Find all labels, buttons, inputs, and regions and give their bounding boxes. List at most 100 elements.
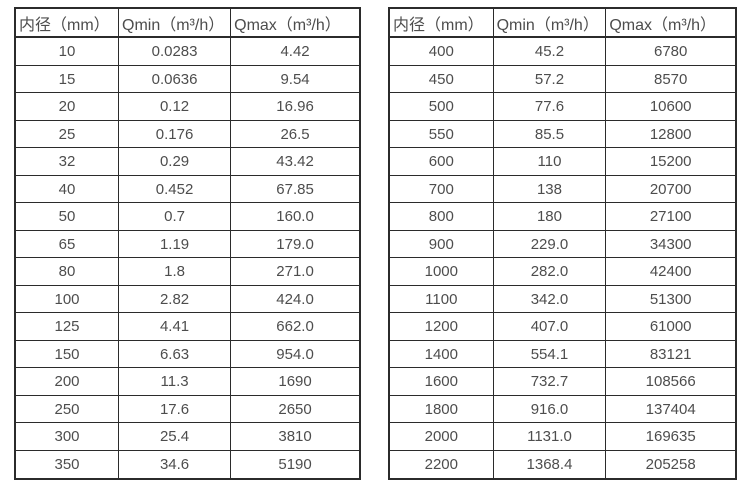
- table-cell: 67.85: [230, 174, 361, 204]
- column-header-qmin: Qmin（m³/h）: [492, 7, 607, 38]
- table-cell: 43.42: [230, 147, 361, 176]
- table-row: 800 180 27100: [388, 202, 737, 231]
- column-header-qmax: Qmax（m³/h）: [605, 7, 737, 38]
- table-cell: 61000: [605, 312, 737, 341]
- table-cell: 1200: [388, 312, 494, 341]
- table-cell: 85.5: [492, 119, 607, 149]
- table-cell: 10600: [605, 92, 737, 121]
- table-row: 200 11.3 1690: [14, 367, 361, 396]
- table-row: 25 0.176 26.5: [14, 119, 361, 149]
- table-cell: 400: [388, 36, 494, 66]
- table-cell: 25.4: [117, 422, 232, 451]
- table-body: 400 45.2 6780 450 57.2 8570 500 77.6 10600 550 85.…: [388, 36, 737, 480]
- table-row: 2200 1368.4 205258: [388, 450, 737, 480]
- column-header-qmin: Qmin（m³/h）: [117, 7, 232, 38]
- table-cell: 229.0: [492, 229, 607, 259]
- table-cell: 179.0: [230, 229, 361, 259]
- table-cell: 342.0: [492, 284, 607, 314]
- table-cell: 1600: [388, 367, 494, 396]
- table-cell: 125: [14, 312, 119, 341]
- table-cell: 0.0636: [117, 64, 232, 94]
- table-cell: 6.63: [117, 339, 232, 369]
- table-cell: 4.42: [230, 36, 361, 66]
- table-row: 32 0.29 43.42: [14, 147, 361, 176]
- table-cell: 0.12: [117, 92, 232, 121]
- table-cell: 11.3: [117, 367, 232, 396]
- table-cell: 600: [388, 147, 494, 176]
- table-cell: 271.0: [230, 257, 361, 286]
- table-row: 900 229.0 34300: [388, 229, 737, 259]
- table-row: 1200 407.0 61000: [388, 312, 737, 341]
- table-cell: 108566: [605, 367, 737, 396]
- table-row: 350 34.6 5190: [14, 450, 361, 480]
- table-row: 65 1.19 179.0: [14, 229, 361, 259]
- table-cell: 12800: [605, 119, 737, 149]
- table-cell: 20: [14, 92, 119, 121]
- table-cell: 0.0283: [117, 36, 232, 66]
- table-cell: 282.0: [492, 257, 607, 286]
- table-row: 2000 1131.0 169635: [388, 422, 737, 451]
- flow-table-large-diameters: 内径（mm） Qmin（m³/h） Qmax（m³/h） 400 45.2 6780…: [388, 7, 737, 480]
- table-row: 1600 732.7 108566: [388, 367, 737, 396]
- table-cell: 8570: [605, 64, 737, 94]
- table-cell: 450: [388, 64, 494, 94]
- table-cell: 1.19: [117, 229, 232, 259]
- table-row: 450 57.2 8570: [388, 64, 737, 94]
- table-cell: 732.7: [492, 367, 607, 396]
- table-cell: 0.7: [117, 202, 232, 231]
- table-cell: 50: [14, 202, 119, 231]
- table-cell: 700: [388, 174, 494, 204]
- table-cell: 500: [388, 92, 494, 121]
- table-cell: 20700: [605, 174, 737, 204]
- table-cell: 180: [492, 202, 607, 231]
- table-cell: 9.54: [230, 64, 361, 94]
- table-row: 300 25.4 3810: [14, 422, 361, 451]
- table-cell: 3810: [230, 422, 361, 451]
- table-cell: 25: [14, 119, 119, 149]
- table-cell: 10: [14, 36, 119, 66]
- table-body: 10 0.0283 4.42 15 0.0636 9.54 20 0.12 16.96 25 0.1…: [14, 36, 361, 480]
- table-cell: 160.0: [230, 202, 361, 231]
- table-cell: 300: [14, 422, 119, 451]
- table-cell: 407.0: [492, 312, 607, 341]
- table-cell: 77.6: [492, 92, 607, 121]
- table-row: 1100 342.0 51300: [388, 284, 737, 314]
- flow-table-small-diameters: 内径（mm） Qmin（m³/h） Qmax（m³/h） 10 0.0283 4.4…: [14, 7, 361, 480]
- table-cell: 27100: [605, 202, 737, 231]
- table-cell: 15: [14, 64, 119, 94]
- table-header-row: 内径（mm） Qmin（m³/h） Qmax（m³/h）: [14, 7, 361, 38]
- table-cell: 800: [388, 202, 494, 231]
- table-row: 500 77.6 10600: [388, 92, 737, 121]
- table-cell: 2.82: [117, 284, 232, 314]
- table-cell: 1400: [388, 339, 494, 369]
- table-cell: 4.41: [117, 312, 232, 341]
- table-cell: 554.1: [492, 339, 607, 369]
- table-cell: 0.452: [117, 174, 232, 204]
- table-row: 400 45.2 6780: [388, 36, 737, 66]
- table-cell: 550: [388, 119, 494, 149]
- table-row: 40 0.452 67.85: [14, 174, 361, 204]
- table-row: 1000 282.0 42400: [388, 257, 737, 286]
- table-cell: 200: [14, 367, 119, 396]
- table-cell: 16.96: [230, 92, 361, 121]
- table-row: 125 4.41 662.0: [14, 312, 361, 341]
- table-cell: 250: [14, 394, 119, 424]
- table-cell: 1100: [388, 284, 494, 314]
- table-cell: 1.8: [117, 257, 232, 286]
- table-cell: 662.0: [230, 312, 361, 341]
- table-cell: 83121: [605, 339, 737, 369]
- table-cell: 424.0: [230, 284, 361, 314]
- table-cell: 1690: [230, 367, 361, 396]
- table-cell: 0.29: [117, 147, 232, 176]
- table-cell: 169635: [605, 422, 737, 451]
- table-cell: 51300: [605, 284, 737, 314]
- table-cell: 2000: [388, 422, 494, 451]
- table-cell: 6780: [605, 36, 737, 66]
- column-header-inner-diameter: 内径（mm）: [388, 7, 494, 38]
- table-row: 550 85.5 12800: [388, 119, 737, 149]
- table-cell: 2200: [388, 450, 494, 480]
- table-cell: 34300: [605, 229, 737, 259]
- table-cell: 1800: [388, 394, 494, 424]
- table-cell: 32: [14, 147, 119, 176]
